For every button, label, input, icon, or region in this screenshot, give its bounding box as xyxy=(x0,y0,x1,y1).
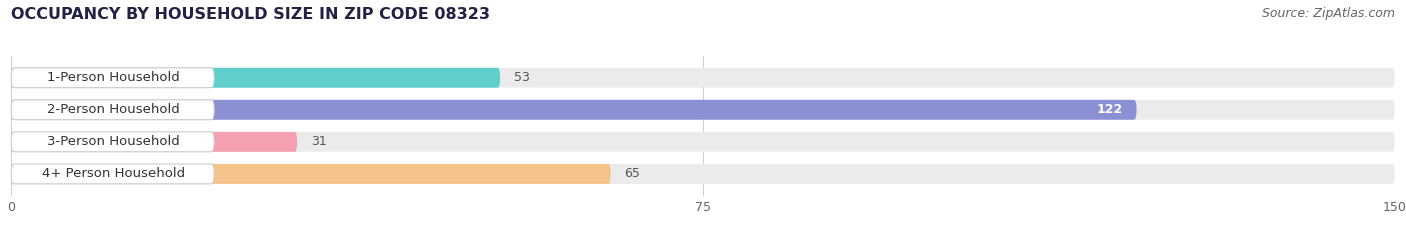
FancyBboxPatch shape xyxy=(11,132,1395,152)
FancyBboxPatch shape xyxy=(11,164,610,184)
Text: 31: 31 xyxy=(311,135,326,148)
Text: 2-Person Household: 2-Person Household xyxy=(48,103,180,116)
Text: 3-Person Household: 3-Person Household xyxy=(48,135,180,148)
Text: 1-Person Household: 1-Person Household xyxy=(48,71,180,84)
Text: Source: ZipAtlas.com: Source: ZipAtlas.com xyxy=(1261,7,1395,20)
FancyBboxPatch shape xyxy=(11,68,214,88)
Text: 65: 65 xyxy=(624,168,641,180)
Text: 122: 122 xyxy=(1097,103,1122,116)
FancyBboxPatch shape xyxy=(11,164,1395,184)
Text: OCCUPANCY BY HOUSEHOLD SIZE IN ZIP CODE 08323: OCCUPANCY BY HOUSEHOLD SIZE IN ZIP CODE … xyxy=(11,7,491,22)
FancyBboxPatch shape xyxy=(11,68,1395,88)
FancyBboxPatch shape xyxy=(11,100,214,120)
Text: 4+ Person Household: 4+ Person Household xyxy=(42,168,186,180)
FancyBboxPatch shape xyxy=(11,100,1136,120)
Text: 53: 53 xyxy=(515,71,530,84)
FancyBboxPatch shape xyxy=(11,100,1395,120)
FancyBboxPatch shape xyxy=(11,132,297,152)
FancyBboxPatch shape xyxy=(11,132,214,152)
FancyBboxPatch shape xyxy=(11,164,214,184)
FancyBboxPatch shape xyxy=(11,68,501,88)
